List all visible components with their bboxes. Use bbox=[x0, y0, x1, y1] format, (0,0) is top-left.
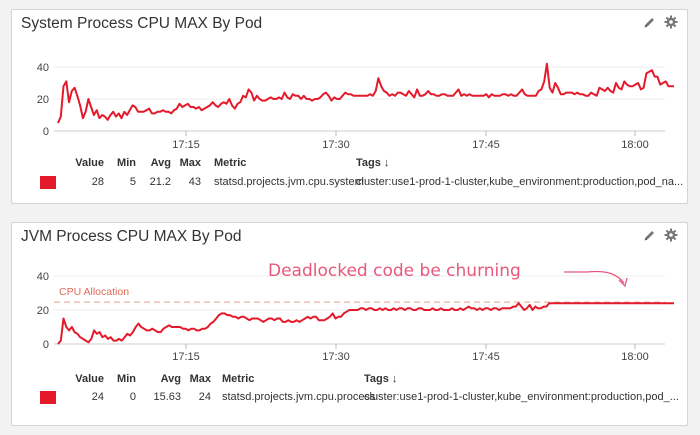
legend-value: 24 bbox=[91, 391, 104, 403]
series-color-swatch bbox=[40, 176, 56, 189]
panel-title: System Process CPU MAX By Pod bbox=[21, 15, 263, 32]
annotation-arrowhead bbox=[618, 277, 628, 288]
legend-header-max: Max bbox=[189, 373, 211, 385]
x-tick-label: 18:00 bbox=[621, 351, 649, 363]
panel-title: JVM Process CPU MAX By Pod bbox=[21, 228, 242, 245]
legend-min: 0 bbox=[129, 391, 136, 403]
x-tick-label: 17:15 bbox=[172, 139, 200, 151]
y-tick-label: 20 bbox=[37, 305, 49, 317]
legend-header-max: Max bbox=[179, 157, 201, 169]
legend-tags: cluster:use1-prod-1-cluster,kube_environ… bbox=[356, 176, 684, 188]
system-cpu-panel: System Process CPU MAX By Pod 40 20 0 17… bbox=[11, 9, 688, 204]
legend-row[interactable]: 24 0 15.63 24 statsd.projects.jvm.cpu.pr… bbox=[12, 391, 687, 405]
legend-min: 5 bbox=[129, 176, 136, 188]
pencil-icon[interactable] bbox=[642, 228, 656, 242]
legend-max: 24 bbox=[198, 391, 211, 403]
legend-avg: 21.2 bbox=[149, 176, 171, 188]
legend-tags: cluster:use1-prod-1-cluster,kube_environ… bbox=[364, 391, 679, 403]
y-tick-label: 40 bbox=[37, 271, 49, 283]
legend-metric: statsd.projects.jvm.cpu.process bbox=[222, 391, 376, 403]
legend-value: 28 bbox=[91, 176, 104, 188]
y-tick-label: 0 bbox=[43, 126, 49, 138]
legend-header-avg: Avg bbox=[150, 157, 171, 169]
gear-icon[interactable] bbox=[664, 228, 678, 242]
legend-avg: 15.63 bbox=[153, 391, 181, 403]
x-tick-label: 18:00 bbox=[621, 139, 649, 151]
legend-header-metric: Metric bbox=[222, 373, 255, 385]
deadlock-annotation: Deadlocked code be churning bbox=[268, 261, 521, 281]
x-tick-label: 17:45 bbox=[472, 351, 500, 363]
annotation-arrow bbox=[564, 270, 625, 284]
x-tick-label: 17:15 bbox=[172, 351, 200, 363]
legend-header-tags[interactable]: Tags ↓ bbox=[356, 157, 390, 169]
gear-icon[interactable] bbox=[664, 15, 678, 29]
legend-header-avg: Avg bbox=[160, 373, 181, 385]
pencil-icon[interactable] bbox=[642, 15, 656, 29]
series-color-swatch bbox=[40, 391, 56, 404]
y-tick-label: 0 bbox=[43, 339, 49, 351]
x-tick-label: 17:30 bbox=[322, 351, 350, 363]
legend-header-value: Value bbox=[75, 373, 104, 385]
legend-metric: statsd.projects.jvm.cpu.system bbox=[214, 176, 364, 188]
legend-header-value: Value bbox=[75, 157, 104, 169]
y-tick-label: 20 bbox=[37, 94, 49, 106]
legend-row[interactable]: 28 5 21.2 43 statsd.projects.jvm.cpu.sys… bbox=[12, 176, 687, 190]
legend-max: 43 bbox=[188, 176, 201, 188]
y-tick-label: 40 bbox=[37, 62, 49, 74]
legend-header-min: Min bbox=[117, 373, 136, 385]
jvm-cpu-panel: JVM Process CPU MAX By Pod 40 20 0 CPU A… bbox=[11, 222, 688, 426]
legend-header-tags[interactable]: Tags ↓ bbox=[364, 373, 398, 385]
x-tick-label: 17:30 bbox=[322, 139, 350, 151]
y-gridline bbox=[54, 66, 665, 132]
series-line bbox=[57, 302, 674, 345]
series-line bbox=[57, 62, 674, 124]
legend-header-min: Min bbox=[117, 157, 136, 169]
cpu-line-chart: 40 20 0 17:15 17:30 17:45 18:00 bbox=[37, 62, 674, 151]
x-tick-label: 17:45 bbox=[472, 139, 500, 151]
cpu-line-chart: 40 20 0 CPU Allocation 17:15 17:30 17:45… bbox=[37, 270, 674, 363]
cpu-allocation-label: CPU Allocation bbox=[59, 286, 129, 298]
legend-header-metric: Metric bbox=[214, 157, 247, 169]
